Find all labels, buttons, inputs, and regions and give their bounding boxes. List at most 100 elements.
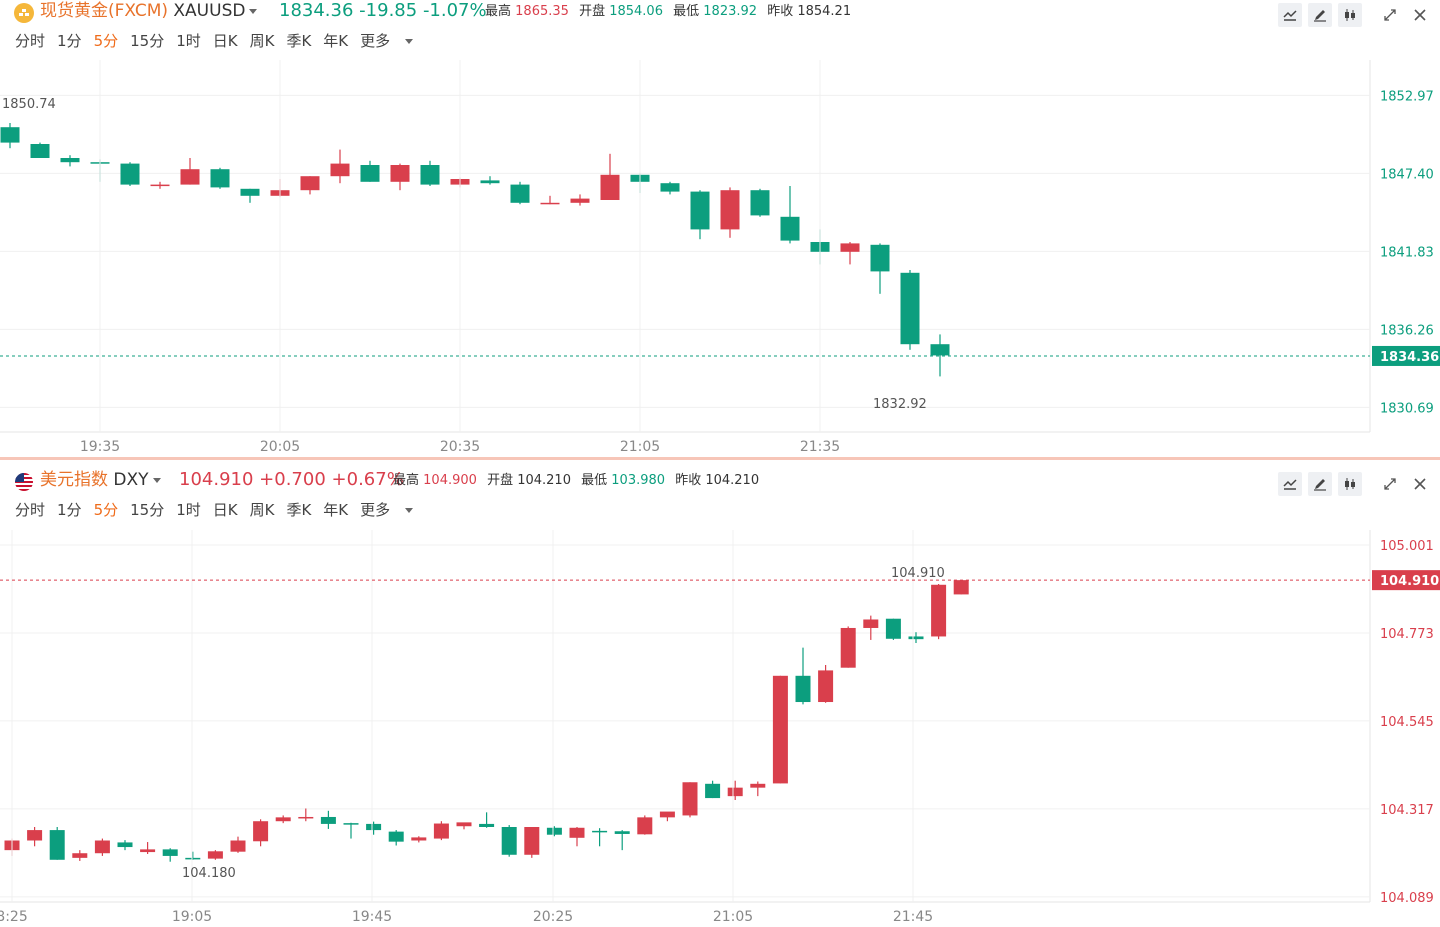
expand-button[interactable] <box>1378 3 1402 27</box>
candle[interactable] <box>230 836 246 853</box>
candle[interactable] <box>60 155 80 167</box>
candle[interactable] <box>660 181 680 195</box>
tab-15min[interactable]: 15分 <box>130 501 165 519</box>
candle[interactable] <box>72 850 88 861</box>
candle[interactable] <box>275 815 291 824</box>
candle[interactable] <box>727 780 743 800</box>
candle[interactable] <box>253 819 269 847</box>
candle[interactable] <box>117 840 133 851</box>
candle-type-button[interactable] <box>1338 472 1362 496</box>
candle[interactable] <box>207 850 223 860</box>
candle[interactable] <box>795 647 811 705</box>
candle[interactable] <box>298 808 314 822</box>
candle[interactable] <box>140 842 156 854</box>
indicator-button[interactable] <box>1278 472 1302 496</box>
candle[interactable] <box>750 188 770 217</box>
tab-day[interactable]: 日K <box>212 32 238 50</box>
candle[interactable] <box>210 167 230 189</box>
draw-button[interactable] <box>1308 3 1332 27</box>
tab-week[interactable]: 周K <box>249 501 275 519</box>
candle[interactable] <box>320 810 336 829</box>
candle[interactable] <box>908 632 924 644</box>
draw-button[interactable] <box>1308 472 1332 496</box>
candle[interactable] <box>180 158 200 185</box>
tab-season[interactable]: 季K <box>286 32 312 50</box>
candle[interactable] <box>501 825 517 857</box>
tab-week[interactable]: 周K <box>249 32 275 50</box>
candle[interactable] <box>931 584 947 640</box>
tab-1hour[interactable]: 1时 <box>176 32 201 50</box>
tab-1min[interactable]: 1分 <box>57 32 82 50</box>
tab-fenshi[interactable]: 分时 <box>15 32 46 50</box>
candle[interactable] <box>863 615 879 640</box>
candle[interactable] <box>682 782 698 818</box>
candle[interactable] <box>479 812 495 828</box>
tab-5min[interactable]: 5分 <box>93 501 119 519</box>
candle[interactable] <box>614 830 630 851</box>
tab-more[interactable]: 更多 <box>360 501 425 519</box>
candle[interactable] <box>330 149 350 184</box>
candle[interactable] <box>433 821 449 841</box>
candle[interactable] <box>720 187 740 238</box>
candle[interactable] <box>524 827 540 858</box>
panel-divider[interactable] <box>0 457 1440 460</box>
tab-fenshi[interactable]: 分时 <box>15 501 46 519</box>
candle[interactable] <box>540 195 560 205</box>
indicator-button[interactable] <box>1278 3 1302 27</box>
tab-more[interactable]: 更多 <box>360 32 425 50</box>
candle[interactable] <box>772 675 788 784</box>
candle[interactable] <box>953 580 969 595</box>
gold-candlestick-chart[interactable]: 1852.97 1847.40 1841.83 1836.26 1830.69 19:35… <box>0 60 1440 458</box>
candle[interactable] <box>456 822 472 830</box>
candle[interactable] <box>705 780 721 799</box>
candle[interactable] <box>480 176 500 185</box>
candle[interactable] <box>637 815 653 835</box>
candle[interactable] <box>780 186 800 244</box>
candle[interactable] <box>366 821 382 835</box>
candle[interactable] <box>162 848 178 862</box>
tab-5min[interactable]: 5分 <box>93 32 119 50</box>
candle[interactable] <box>885 618 901 640</box>
tab-15min[interactable]: 15分 <box>130 32 165 50</box>
gold-symbol-selector[interactable]: 现货黄金(FXCM) XAUUSD <box>40 0 258 22</box>
candle[interactable] <box>240 188 260 203</box>
tab-season[interactable]: 季K <box>286 501 312 519</box>
candle[interactable] <box>840 242 860 265</box>
candle[interactable] <box>30 142 50 158</box>
candle[interactable] <box>300 176 320 195</box>
candle[interactable] <box>94 838 110 856</box>
candle[interactable] <box>185 851 201 860</box>
candle[interactable] <box>900 270 920 350</box>
candle[interactable] <box>690 190 710 240</box>
candle[interactable] <box>930 334 950 377</box>
candle[interactable] <box>870 243 890 294</box>
candle[interactable] <box>388 830 404 846</box>
candle[interactable] <box>546 826 562 837</box>
tab-year[interactable]: 年K <box>323 501 349 519</box>
tab-1hour[interactable]: 1时 <box>176 501 201 519</box>
candle[interactable] <box>27 827 43 847</box>
candle[interactable] <box>592 828 608 847</box>
tab-1min[interactable]: 1分 <box>57 501 82 519</box>
candle[interactable] <box>510 181 530 205</box>
candle-type-button[interactable] <box>1338 3 1362 27</box>
candle[interactable] <box>150 181 170 189</box>
candle[interactable] <box>0 123 20 149</box>
tab-day[interactable]: 日K <box>212 501 238 519</box>
close-button[interactable] <box>1408 3 1432 27</box>
candle[interactable] <box>343 822 359 839</box>
tab-year[interactable]: 年K <box>323 32 349 50</box>
candle[interactable] <box>818 665 834 703</box>
candle[interactable] <box>360 160 380 182</box>
candle[interactable] <box>840 626 856 668</box>
candle[interactable] <box>120 162 140 186</box>
expand-button[interactable] <box>1378 472 1402 496</box>
candle[interactable] <box>570 194 590 206</box>
candle[interactable] <box>411 836 427 843</box>
dxy-symbol-selector[interactable]: 美元指数 DXY <box>40 469 161 491</box>
close-button[interactable] <box>1408 472 1432 496</box>
candle[interactable] <box>600 153 620 200</box>
candle[interactable] <box>569 827 585 847</box>
candle[interactable] <box>420 160 440 186</box>
candle[interactable] <box>659 811 675 822</box>
